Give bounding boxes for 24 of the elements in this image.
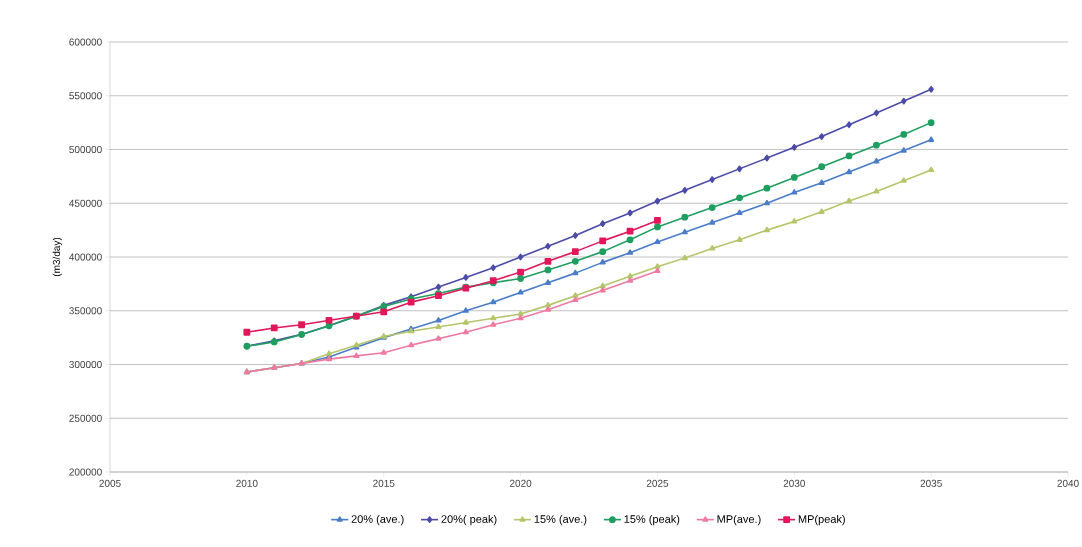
y-tick-label: 200000 — [69, 468, 102, 476]
legend-label: MP(ave.) — [717, 514, 761, 526]
y-tick-label: 300000 — [69, 360, 102, 369]
x-tick-label: 2020 — [509, 479, 532, 487]
x-tick-label: 2015 — [373, 479, 395, 487]
y-tick-label: 400000 — [69, 253, 102, 261]
y-tick-label: 350000 — [69, 307, 102, 315]
x-tick-label: 2040 — [1057, 479, 1079, 487]
x-tick-label: 2005 — [99, 479, 121, 487]
y-tick-label: 600000 — [69, 38, 102, 46]
legend-label: MP(peak) — [798, 514, 845, 526]
legend-label: 20%( peak) — [441, 514, 497, 526]
legend-label: 20% (ave.) — [351, 514, 404, 526]
x-tick-label: 2030 — [783, 479, 806, 487]
y-axis-title: (m3/day) — [52, 237, 62, 277]
y-tick-label: 450000 — [69, 199, 102, 207]
x-tick-label: 2035 — [920, 479, 942, 487]
x-tick-label: 2025 — [646, 479, 669, 487]
legend-label: 15% (ave.) — [534, 514, 587, 526]
legend-label: 15% (peak) — [624, 514, 680, 526]
x-tick-label: 2010 — [236, 479, 258, 487]
y-tick-label: 250000 — [69, 414, 102, 422]
y-tick-label: 550000 — [69, 92, 102, 100]
y-tick-label: 500000 — [69, 145, 102, 154]
